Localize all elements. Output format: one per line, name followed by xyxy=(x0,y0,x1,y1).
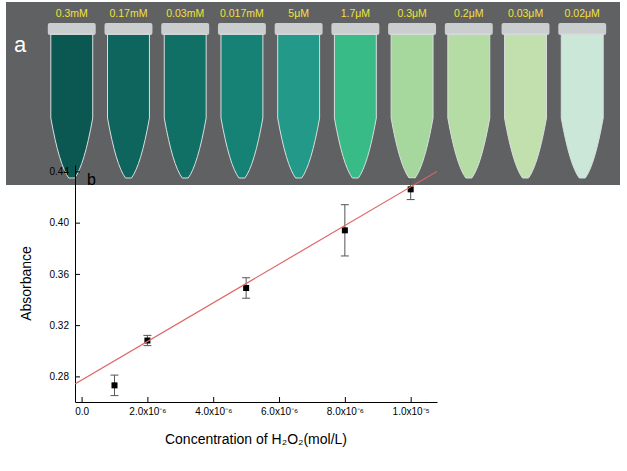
tick: 0.28 xyxy=(50,371,80,382)
error-bar-cap xyxy=(407,199,415,200)
photo-panel: 0.3mM 0.17mM 0.03mM 0.017mM 5μM 1.7μM 0.3μM 0.2… xyxy=(6,2,620,185)
error-bar xyxy=(341,205,349,256)
tick-mark xyxy=(213,397,214,402)
tube xyxy=(561,34,603,178)
tube-cap xyxy=(445,23,493,35)
tube-label: 0.17mM xyxy=(110,7,148,19)
axis-line xyxy=(75,166,76,403)
tick-label: 6.0x10⁻⁶ xyxy=(261,406,298,417)
tube-label: 0.02μM xyxy=(565,7,600,19)
y-axis: 0.28 0.32 0.36 0.40 0.44 xyxy=(50,166,80,403)
panel-label: a xyxy=(14,32,27,57)
tube xyxy=(164,34,206,178)
tube-cap xyxy=(218,23,266,35)
error-bar-cap xyxy=(143,345,151,346)
error-bar-cap xyxy=(110,375,118,376)
error-bar xyxy=(407,179,415,199)
tube xyxy=(51,34,93,178)
tick-mark xyxy=(82,397,83,402)
tube xyxy=(391,34,433,178)
tick-label: 0.36 xyxy=(50,269,70,280)
tick-label: 0.0 xyxy=(75,406,89,417)
tick-mark xyxy=(75,376,80,377)
tube-cap xyxy=(331,23,379,35)
chart-panel: 0.0 2.0x10⁻⁶ 4.0x10⁻⁶ 6.0x10⁻⁶ 8.0x10⁻⁶ 1.0x1… xyxy=(18,166,438,448)
tick: 0.36 xyxy=(50,269,80,280)
tube-cap xyxy=(161,23,209,35)
tick-mark xyxy=(75,171,80,172)
tick-mark xyxy=(75,325,80,326)
error-bar-cap xyxy=(143,335,151,336)
plot-area xyxy=(75,171,437,395)
tick: 0.40 xyxy=(50,217,80,228)
axis-line xyxy=(76,402,438,403)
tick-mark xyxy=(411,397,412,402)
tick-label: 4.0x10⁻⁶ xyxy=(195,406,232,417)
tick-label: 1.0x10⁻⁵ xyxy=(393,406,430,417)
tick-label: 0.40 xyxy=(50,217,70,228)
tick: 0.44 xyxy=(50,166,80,177)
tick-mark xyxy=(279,397,280,402)
error-bar-cap xyxy=(341,255,349,256)
tube xyxy=(505,34,547,178)
tick-mark xyxy=(75,274,80,275)
x-axis-title: Concentration of H₂O₂(mol/L) xyxy=(165,431,347,447)
tick-label: 0.32 xyxy=(50,320,70,331)
tick: 6.0x10⁻⁶ xyxy=(261,397,298,417)
tube-cap xyxy=(558,23,606,35)
tube xyxy=(108,34,150,178)
tube-label: 0.03mM xyxy=(166,7,204,19)
tube xyxy=(221,34,263,178)
data-point xyxy=(111,382,117,388)
error-bar-cap xyxy=(110,395,118,396)
tube-label: 0.2μM xyxy=(454,7,483,19)
tick-label: 0.44 xyxy=(50,166,70,177)
tick-mark xyxy=(147,397,148,402)
tick: 0.32 xyxy=(50,320,80,331)
tube-label: 0.3mM xyxy=(56,7,88,19)
tube-cap xyxy=(502,23,550,35)
data-point xyxy=(243,285,249,291)
tick-label: 0.28 xyxy=(50,371,70,382)
tick: 1.0x10⁻⁵ xyxy=(393,397,430,417)
panel-label: b xyxy=(87,171,96,188)
tube-label: 0.3μM xyxy=(397,7,426,19)
tick-mark xyxy=(345,397,346,402)
tube-label: 0.03μM xyxy=(508,7,543,19)
tick-mark xyxy=(75,223,80,224)
y-axis-title: Absorbance xyxy=(18,246,34,321)
tube-label: 0.017mM xyxy=(220,7,264,19)
error-bar xyxy=(110,375,118,395)
tick-label: 8.0x10⁻⁶ xyxy=(327,406,364,417)
tube-cap xyxy=(275,23,323,35)
tube-cap xyxy=(48,23,96,35)
tube-label: 1.7μM xyxy=(341,7,370,19)
tick: 2.0x10⁻⁶ xyxy=(129,397,166,417)
x-axis: 0.0 2.0x10⁻⁶ 4.0x10⁻⁶ 6.0x10⁻⁶ 8.0x10⁻⁶ 1.0x1… xyxy=(75,397,437,417)
tube xyxy=(334,34,376,178)
error-bar xyxy=(242,278,250,298)
tube xyxy=(448,34,490,178)
tube-cap xyxy=(105,23,153,35)
error-bar-cap xyxy=(242,298,250,299)
photo-background xyxy=(6,2,620,185)
error-bar-cap xyxy=(407,179,415,180)
error-bar-cap xyxy=(242,277,250,278)
fit-line xyxy=(75,171,437,384)
tube-label: 5μM xyxy=(288,7,309,19)
error-bar-cap xyxy=(341,204,349,205)
figure: 0.3mM 0.17mM 0.03mM 0.017mM 5μM 1.7μM 0.3μM 0.2… xyxy=(0,0,627,471)
tube xyxy=(278,34,320,178)
tick: 0.0 xyxy=(75,397,89,417)
tick: 8.0x10⁻⁶ xyxy=(327,397,364,417)
tick: 4.0x10⁻⁶ xyxy=(195,397,232,417)
data-point xyxy=(342,227,348,233)
tick-label: 2.0x10⁻⁶ xyxy=(129,406,166,417)
tube-cap xyxy=(388,23,436,35)
